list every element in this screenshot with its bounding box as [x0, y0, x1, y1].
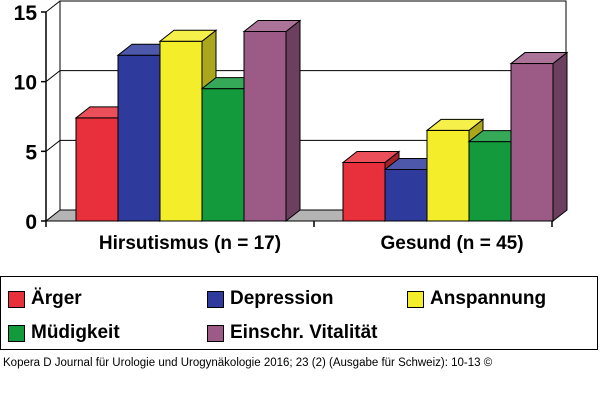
- y-tick-label: 15: [14, 2, 38, 25]
- legend-swatch-muedigkeit: [8, 324, 25, 342]
- bar-top: [242, 20, 302, 33]
- bar-side: [285, 19, 301, 223]
- legend-label-aerger: Ärger: [31, 288, 82, 309]
- y-tick-label: 5: [25, 141, 37, 164]
- bar-top: [509, 52, 569, 65]
- bar-front: [384, 168, 428, 222]
- legend-item-vitalitaet: Einschr. Vitalität: [207, 322, 377, 344]
- gridline-depth: [45, 0, 61, 13]
- gridline-depth: [45, 139, 61, 152]
- bar: [242, 19, 302, 223]
- bar-top: [341, 150, 401, 163]
- bar-top: [158, 29, 218, 42]
- bars-layer: [74, 19, 569, 223]
- bar-front: [426, 129, 470, 222]
- bar-front: [243, 31, 287, 222]
- gridline-depth: [45, 70, 61, 83]
- legend-swatch-depression: [207, 290, 224, 308]
- legend-label-muedigkeit: Müdigkeit: [31, 322, 120, 343]
- bar-top: [425, 118, 485, 131]
- bar-front: [75, 117, 119, 222]
- bar-front: [468, 141, 512, 222]
- legend-swatch-anspannung: [407, 290, 424, 308]
- x-category-label: Hirsutismus (n = 17): [99, 233, 281, 254]
- source-caption: Kopera D Journal für Urologie und Urogyn…: [3, 357, 493, 369]
- bar-side: [552, 51, 568, 223]
- legend-swatch-vitalitaet: [207, 324, 224, 342]
- legend-item-aerger: Ärger: [8, 288, 82, 310]
- legend: Ärger Depression Anspannung Müdigkeit Ei…: [0, 276, 598, 350]
- bar-front: [117, 54, 161, 222]
- x-category-label: Gesund (n = 45): [380, 233, 523, 254]
- bar-front: [159, 40, 203, 222]
- legend-swatch-aerger: [8, 290, 25, 308]
- legend-label-depression: Depression: [230, 288, 334, 309]
- bar-chart: 0 5 10 15 Hirsutismus (n = 17) Gesund (n = 45…: [14, 0, 569, 254]
- legend-label-anspannung: Anspannung: [430, 288, 547, 309]
- labels-layer: 0 5 10 15 Hirsutismus (n = 17) Gesund (n = 45…: [14, 2, 524, 254]
- legend-item-anspannung: Anspannung: [407, 288, 546, 310]
- y-tick-label: 10: [14, 72, 37, 95]
- bar-front: [201, 88, 245, 222]
- legend-item-muedigkeit: Müdigkeit: [8, 322, 120, 344]
- y-tick-label: 0: [25, 211, 37, 234]
- legend-item-depression: Depression: [207, 288, 333, 310]
- bar: [509, 51, 569, 223]
- bar-front: [342, 161, 386, 222]
- bar-front: [510, 63, 554, 222]
- legend-label-vitalitaet: Einschr. Vitalität: [230, 322, 378, 343]
